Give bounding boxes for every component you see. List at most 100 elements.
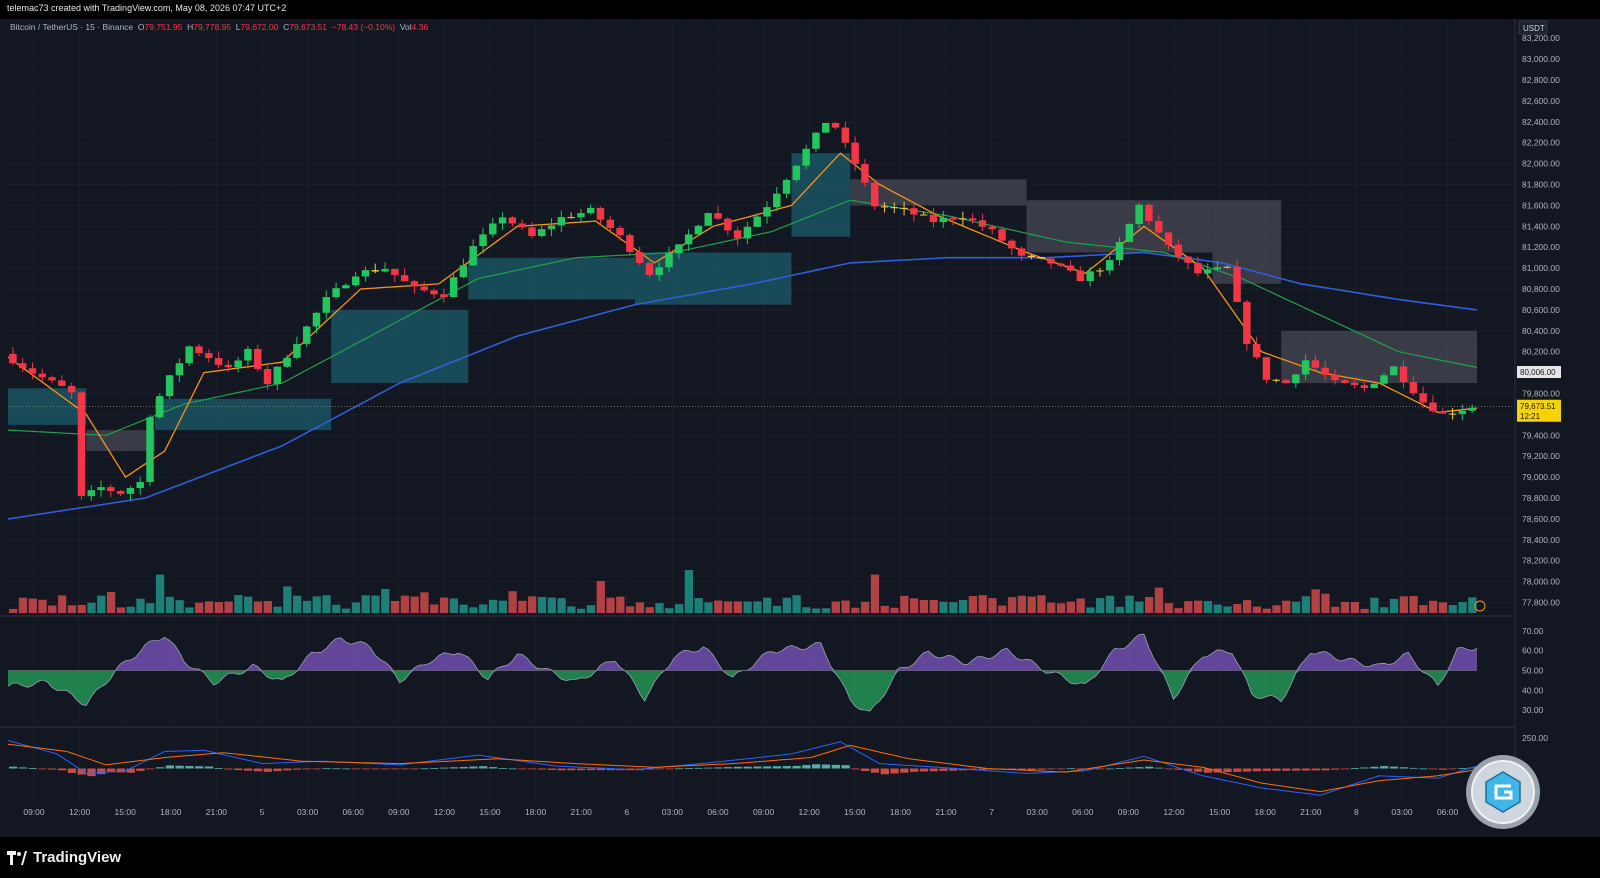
candle-body bbox=[626, 235, 634, 252]
tradingview-brand[interactable]: TradingView bbox=[7, 849, 121, 866]
candle-body bbox=[1017, 248, 1026, 256]
credit-text: telemac73 created with TradingView.com, … bbox=[7, 3, 287, 13]
candle-body bbox=[547, 225, 556, 230]
volume-bar bbox=[1438, 602, 1448, 613]
volume-bar bbox=[195, 602, 204, 613]
candle-body bbox=[988, 226, 996, 230]
macd-histogram-bar bbox=[420, 768, 429, 770]
volume-bar bbox=[577, 608, 586, 613]
candle-body bbox=[1419, 393, 1427, 403]
macd-histogram-bar bbox=[782, 766, 791, 769]
credit-bar: telemac73 created with TradingView.com, … bbox=[0, 0, 1600, 19]
candle-body bbox=[322, 297, 331, 313]
candle-body bbox=[694, 225, 703, 235]
price-axis: 83,200.00 83,000.00 82,800.00 82,600.00 82,4… bbox=[1514, 19, 1600, 819]
volume-bar bbox=[1282, 600, 1291, 613]
candle-body bbox=[684, 234, 693, 245]
volume-bar bbox=[909, 598, 919, 613]
macd-histogram-bar bbox=[1154, 767, 1164, 769]
candle-body bbox=[165, 375, 174, 397]
cloud-band bbox=[8, 153, 1477, 452]
candle-body bbox=[469, 246, 477, 266]
macd-histogram-bar bbox=[253, 768, 263, 772]
macd-histogram-bar bbox=[400, 768, 410, 770]
macd-histogram-bar bbox=[1380, 766, 1389, 769]
volume-bar bbox=[87, 602, 96, 613]
volume-bar bbox=[694, 597, 703, 613]
candle-body bbox=[244, 348, 252, 361]
macd-histogram-bar bbox=[1242, 768, 1252, 772]
candle-body bbox=[48, 377, 56, 381]
volume-bar bbox=[479, 604, 488, 613]
volume-bar bbox=[919, 600, 929, 613]
time-tick-label: 8 bbox=[1354, 807, 1359, 817]
rsi-tick-label: 60.00 bbox=[1522, 646, 1544, 656]
volume-bar bbox=[469, 607, 478, 613]
macd-histogram-bar bbox=[665, 768, 674, 770]
candle-body bbox=[107, 487, 115, 492]
macd-histogram-bar bbox=[812, 764, 821, 769]
volume-bar bbox=[508, 591, 517, 613]
candle-body bbox=[900, 207, 908, 209]
price-tick-label: 82,200.00 bbox=[1522, 138, 1560, 148]
volume-bar bbox=[1291, 601, 1301, 613]
volume-bar bbox=[792, 595, 801, 613]
volume-bar bbox=[67, 605, 77, 613]
volume-bar bbox=[498, 600, 507, 613]
volume-bar bbox=[665, 608, 674, 613]
macd-line bbox=[7, 740, 1478, 796]
macd-histogram-bar bbox=[479, 766, 488, 769]
volume-bar bbox=[97, 595, 106, 613]
volume-bar bbox=[753, 601, 762, 613]
volume-bar bbox=[733, 601, 742, 613]
macd-histogram-bar bbox=[1145, 766, 1154, 769]
time-tick-label: 12:00 bbox=[799, 807, 821, 817]
candle-body bbox=[968, 218, 977, 221]
price-tick-label: 81,800.00 bbox=[1522, 180, 1560, 190]
candle-body bbox=[126, 488, 135, 494]
candle-body bbox=[1194, 262, 1202, 274]
macd-histogram-bar bbox=[469, 766, 478, 769]
volume-bar bbox=[351, 602, 361, 613]
candle-body bbox=[890, 207, 899, 209]
volume-bar bbox=[302, 600, 312, 613]
last-price-label: 79,673.51 bbox=[1520, 402, 1556, 411]
candle-body bbox=[420, 286, 428, 291]
candle-body bbox=[479, 234, 487, 247]
volume-bar bbox=[234, 595, 243, 613]
candle-body bbox=[851, 142, 859, 165]
candle-body bbox=[1145, 204, 1153, 221]
volume-bar bbox=[381, 589, 390, 613]
macd-histogram-bar bbox=[1135, 767, 1144, 769]
volume-bar bbox=[1262, 608, 1271, 613]
chart-canvas[interactable]: 83,200.00 83,000.00 82,800.00 82,600.00 82,4… bbox=[0, 19, 1600, 837]
macd-histogram-bar bbox=[371, 768, 380, 770]
candle-body bbox=[156, 396, 164, 418]
macd-histogram-bar bbox=[459, 766, 468, 769]
time-tick-label: 09:00 bbox=[753, 807, 775, 817]
volume-bar bbox=[714, 600, 723, 613]
chart-panel[interactable]: 83,200.00 83,000.00 82,800.00 82,600.00 82,4… bbox=[0, 19, 1600, 837]
candle-body bbox=[1203, 269, 1212, 274]
macd-histogram-bar bbox=[116, 768, 126, 773]
candle-body bbox=[1047, 258, 1055, 264]
macd-histogram-bar bbox=[1399, 767, 1408, 769]
macd-histogram-bar bbox=[273, 768, 282, 772]
volume-bar bbox=[1399, 596, 1408, 613]
macd-histogram-bar bbox=[1301, 768, 1311, 771]
macd-histogram-bar bbox=[1291, 768, 1301, 771]
candle-body bbox=[567, 217, 575, 219]
price-tick-label: 79,800.00 bbox=[1522, 389, 1560, 399]
volume-bar bbox=[518, 600, 527, 613]
volume-bar bbox=[1027, 596, 1036, 613]
macd-histogram-bar bbox=[606, 768, 615, 771]
macd-histogram-bar bbox=[792, 765, 801, 769]
macd-histogram-bar bbox=[909, 768, 919, 772]
volume-bar bbox=[528, 596, 537, 613]
macd-histogram-bar bbox=[449, 767, 458, 769]
macd-histogram-bar bbox=[1066, 768, 1075, 770]
macd-histogram-bar bbox=[557, 768, 566, 771]
time-tick-label: 21:00 bbox=[1300, 807, 1322, 817]
candle-body bbox=[1223, 266, 1231, 268]
candle-body bbox=[1341, 380, 1349, 383]
